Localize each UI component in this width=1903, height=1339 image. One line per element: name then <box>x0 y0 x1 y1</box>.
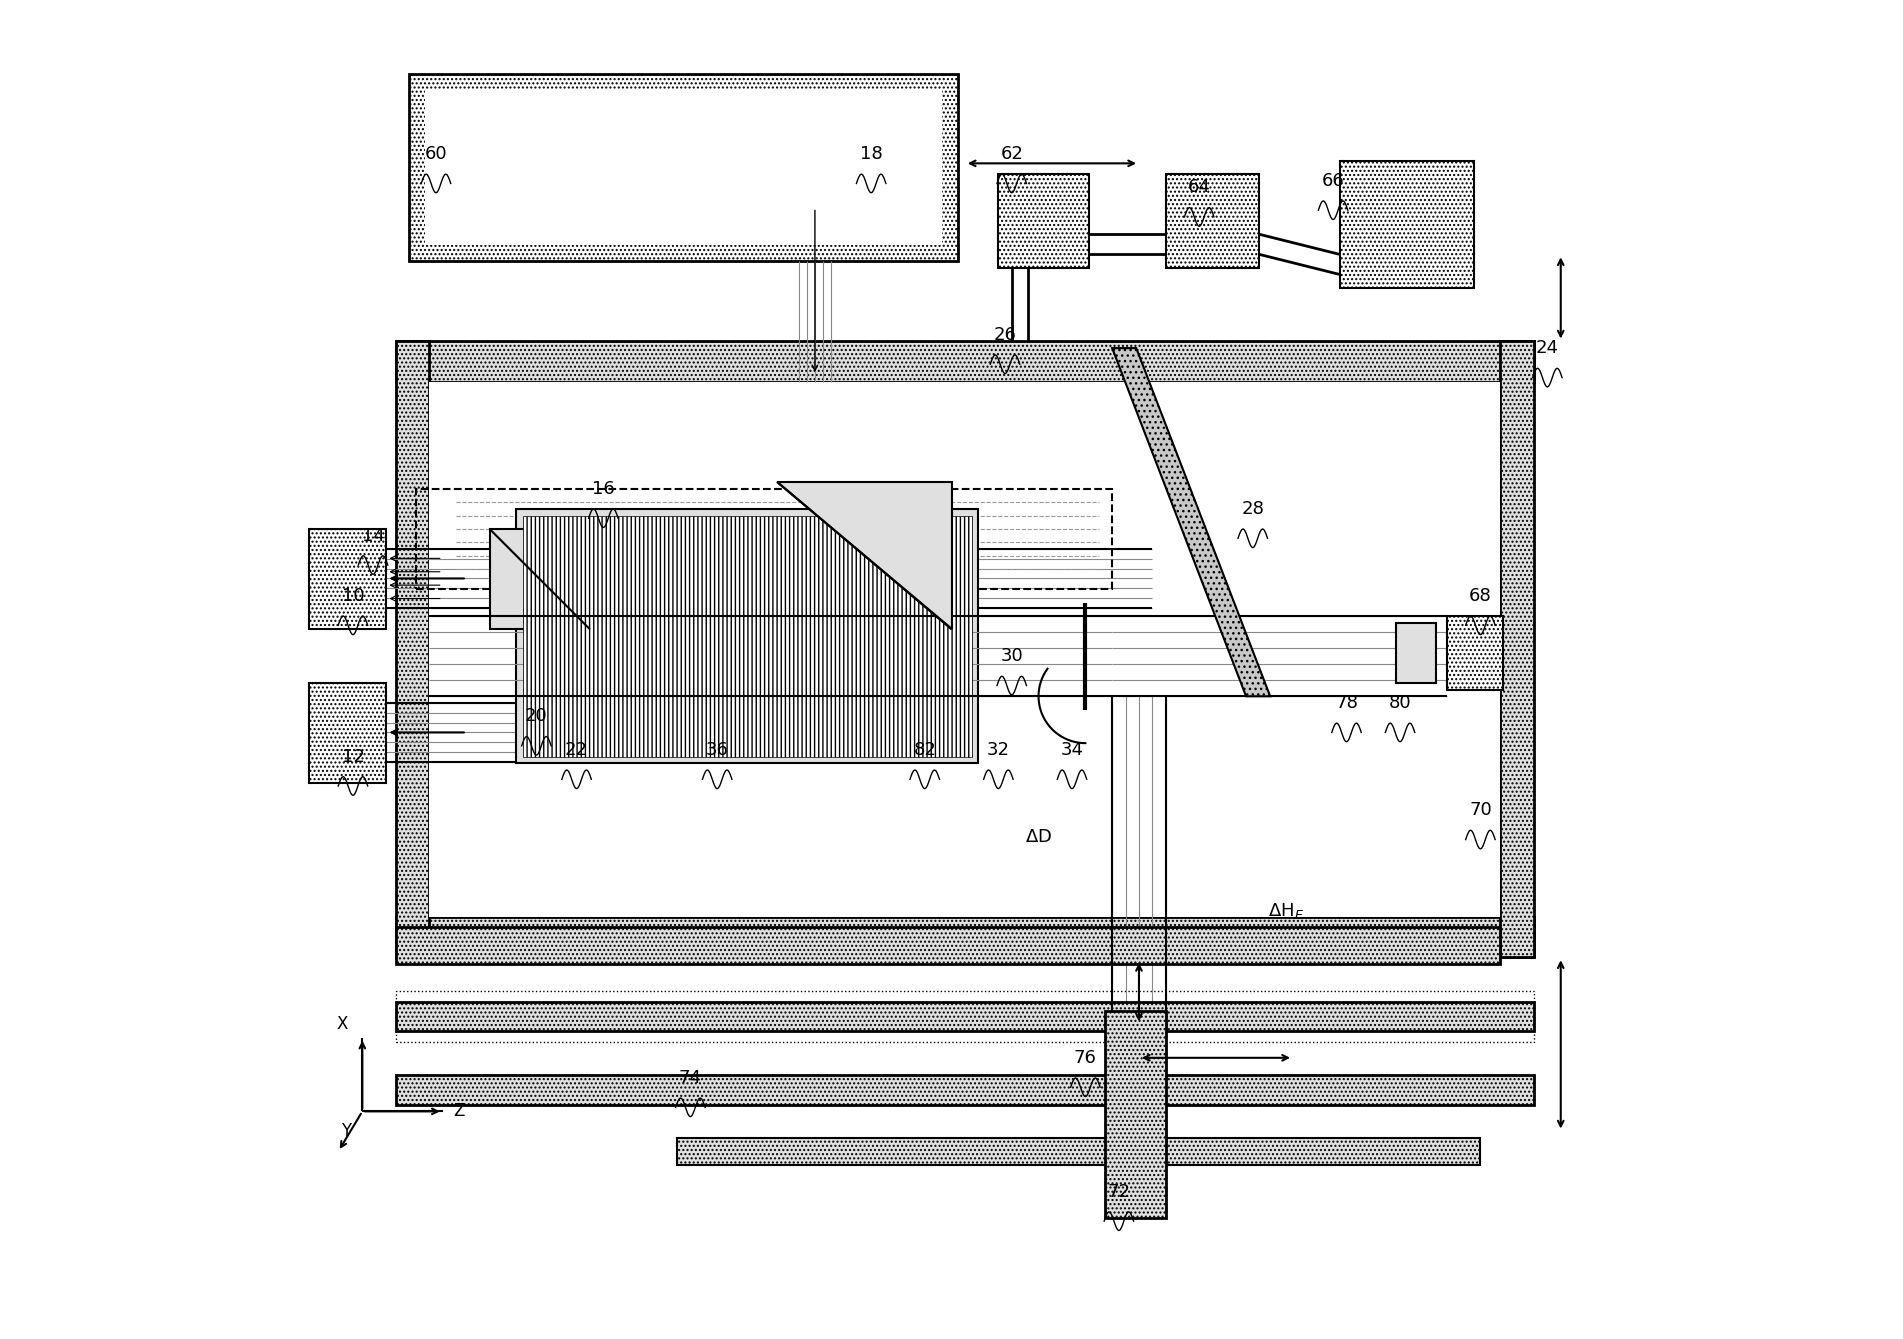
Bar <box>396 341 1534 382</box>
Text: 82: 82 <box>913 740 936 759</box>
Bar <box>523 516 972 757</box>
Bar <box>1397 623 1437 683</box>
Bar <box>308 529 386 629</box>
Bar <box>489 529 590 629</box>
Bar <box>999 174 1089 268</box>
Bar <box>396 917 1534 957</box>
Bar <box>516 509 978 763</box>
Text: 24: 24 <box>1536 339 1559 358</box>
Text: 30: 30 <box>1001 647 1024 665</box>
Text: 72: 72 <box>1108 1182 1130 1201</box>
Text: 32: 32 <box>988 740 1010 759</box>
Text: 10: 10 <box>343 586 363 605</box>
Text: 80: 80 <box>1389 694 1412 712</box>
Bar <box>424 90 942 245</box>
Polygon shape <box>778 482 952 629</box>
Polygon shape <box>1111 348 1269 696</box>
Text: 28: 28 <box>1241 499 1264 518</box>
Bar <box>396 927 1500 964</box>
Bar <box>308 683 386 783</box>
Bar <box>396 341 430 957</box>
Text: Y: Y <box>341 1122 352 1141</box>
Bar <box>1500 341 1534 957</box>
Text: 62: 62 <box>1001 145 1024 163</box>
Text: 34: 34 <box>1060 740 1083 759</box>
Text: $\Delta$D: $\Delta$D <box>1026 828 1052 846</box>
Bar <box>396 1075 1534 1105</box>
Text: 60: 60 <box>424 145 447 163</box>
Text: 70: 70 <box>1469 801 1492 819</box>
Text: $\Delta$H$_E$: $\Delta$H$_E$ <box>1267 901 1304 920</box>
Bar <box>1106 1011 1167 1218</box>
Bar <box>396 991 1534 1042</box>
Text: 26: 26 <box>993 325 1016 344</box>
Text: 78: 78 <box>1336 694 1359 712</box>
Text: 20: 20 <box>525 707 548 726</box>
Text: 36: 36 <box>706 740 729 759</box>
Text: X: X <box>337 1015 348 1034</box>
Text: 16: 16 <box>592 479 615 498</box>
Bar <box>417 489 1111 589</box>
Text: 66: 66 <box>1323 171 1345 190</box>
Bar <box>409 74 959 261</box>
Text: Z: Z <box>453 1102 464 1121</box>
Text: 76: 76 <box>1073 1048 1096 1067</box>
Bar <box>1340 161 1473 288</box>
Text: 68: 68 <box>1469 586 1492 605</box>
Text: 12: 12 <box>341 747 363 766</box>
Bar <box>1446 616 1503 690</box>
Bar <box>677 1138 1481 1165</box>
Text: 14: 14 <box>362 526 384 545</box>
Text: 22: 22 <box>565 740 588 759</box>
Bar <box>1167 174 1260 268</box>
Bar <box>396 1002 1534 1031</box>
Bar <box>430 382 1500 917</box>
Text: 64: 64 <box>1187 178 1210 197</box>
Text: 74: 74 <box>679 1069 702 1087</box>
Text: 18: 18 <box>860 145 883 163</box>
